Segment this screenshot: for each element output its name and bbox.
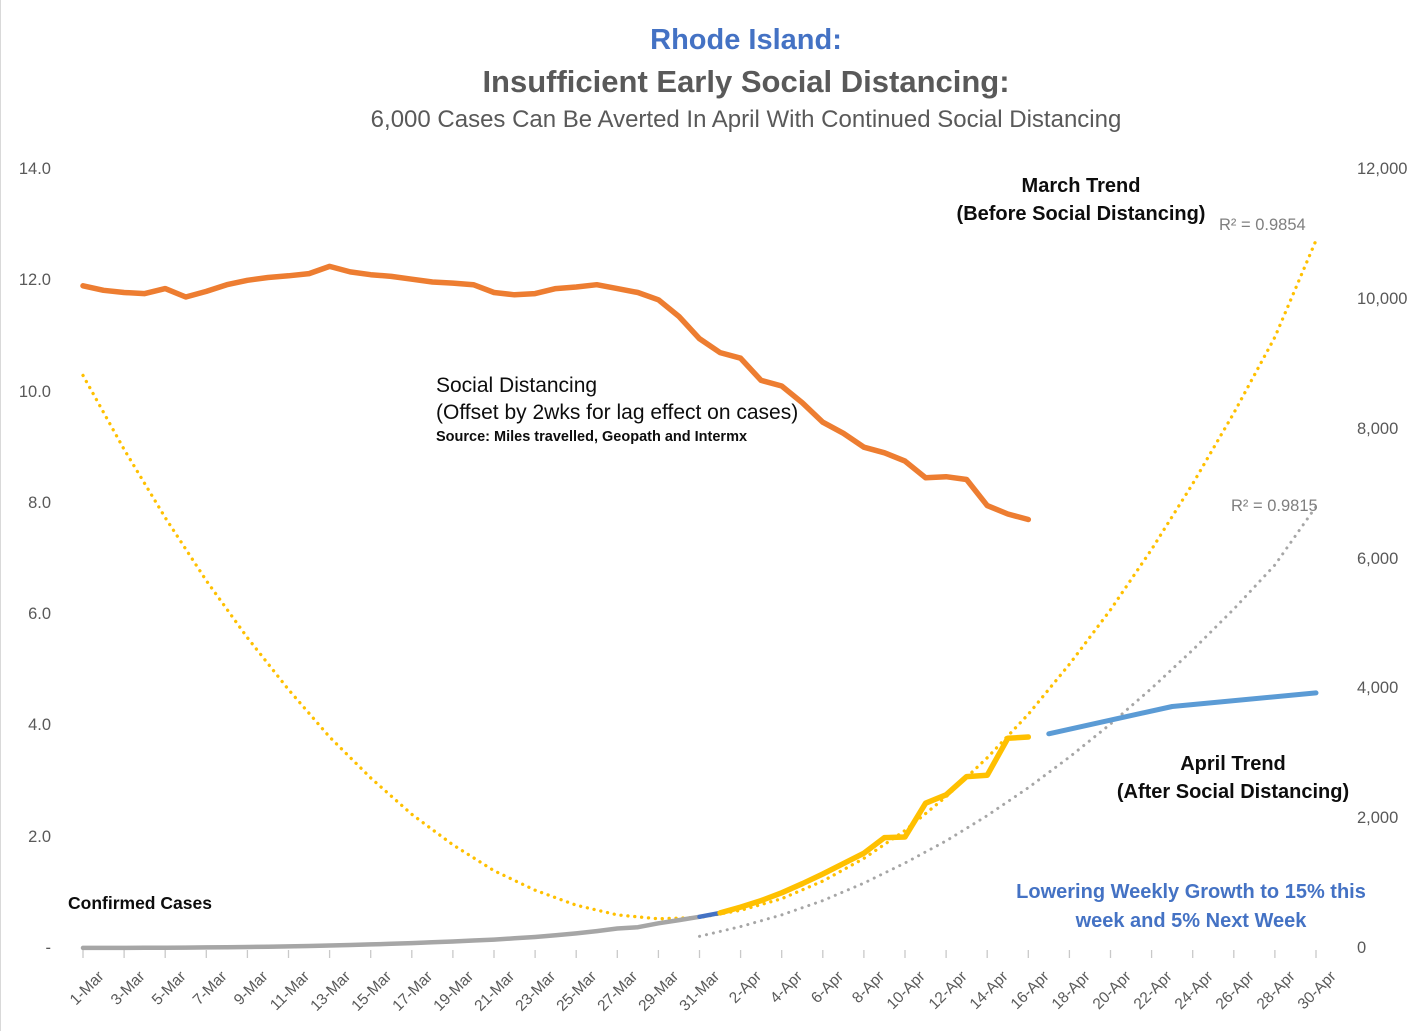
left-axis-tick-label: - — [45, 939, 52, 957]
confirmed-cases-label: Confirmed Cases — [68, 893, 212, 913]
r-squared-march-label: R² = 0.9854 — [1219, 216, 1306, 234]
left-axis-tick-label: 14.0 — [18, 160, 51, 178]
march-trend-annotation-line2: (Before Social Distancing) — [956, 203, 1206, 225]
april-trend-bridge — [697, 910, 723, 920]
confirmed-cases-line — [80, 914, 702, 951]
april-trend-annotation-line2: (After Social Distancing) — [1116, 781, 1350, 803]
right-axis-tick-label: 10,000 — [1357, 289, 1408, 308]
growth-note-annotation: Lowering Weekly Growth to 15% this week … — [1016, 878, 1366, 936]
left-axis-tick-label: 4.0 — [28, 716, 51, 735]
title-block: Rhode Island: Insufficient Early Social … — [371, 20, 1122, 136]
right-axis-tick-label: 2,000 — [1357, 809, 1399, 828]
right-axis-tick-label: 6,000 — [1357, 549, 1399, 568]
march-trend-annotation-line1: March Trend — [1021, 175, 1141, 197]
right-axis-tick-label: 8,000 — [1357, 419, 1399, 438]
social-distancing-annotation: Social Distancing (Offset by 2wks for la… — [436, 372, 798, 448]
chart-title-main: Insufficient Early Social Distancing: — [482, 64, 1010, 99]
april-trend-line — [1046, 690, 1319, 737]
left-axis-tick-label: 8.0 — [28, 493, 51, 512]
left-axis-tick-label: 12.0 — [18, 271, 51, 290]
chart-subtitle: 6,000 Cases Can Be Averted In April With… — [370, 106, 1122, 133]
social-distancing-annotation-line2: (Offset by 2wks for lag effect on cases) — [436, 401, 799, 424]
march-trend-annotation: March Trend (Before Social Distancing) — [957, 172, 1206, 228]
april-trend-annotation-line1: April Trend — [1180, 753, 1286, 775]
left-axis-tick-label: 6.0 — [28, 605, 51, 624]
chart-title-region: Rhode Island: — [650, 24, 842, 56]
april-trend-dotted — [698, 505, 1318, 938]
april-trend-annotation: April Trend (After Social Distancing) — [1117, 750, 1349, 806]
right-axis-tick-label: 4,000 — [1357, 679, 1399, 698]
r-squared-april-label: R² = 0.9815 — [1231, 497, 1318, 515]
right-axis-tick-label: 12,000 — [1357, 160, 1408, 178]
social-distancing-line — [80, 263, 1032, 523]
march-trend-dotted — [81, 238, 1318, 921]
left-axis-tick-label: 2.0 — [28, 827, 51, 846]
confirmed-cases-recent-line — [717, 734, 1032, 916]
social-distancing-source-label: Source: Miles travelled, Geopath and Int… — [436, 429, 748, 445]
right-axis-tick-label: 0 — [1357, 939, 1367, 957]
social-distancing-annotation-line1: Social Distancing — [436, 374, 598, 397]
left-axis-tick-label: 10.0 — [18, 382, 51, 401]
growth-note-line2: week and 5% Next Week — [1075, 910, 1307, 932]
growth-note-line1: Lowering Weekly Growth to 15% this — [1016, 881, 1366, 903]
